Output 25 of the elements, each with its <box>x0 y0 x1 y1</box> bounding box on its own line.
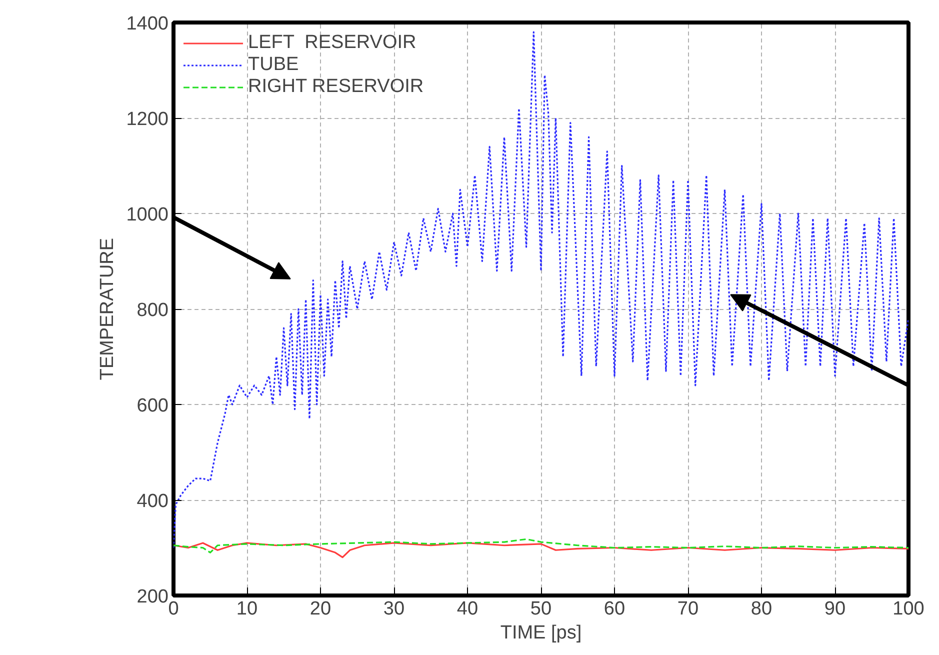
y-tick-label: 200 <box>136 586 168 608</box>
x-tick-label: 40 <box>456 598 478 620</box>
y-tick-label: 1000 <box>126 204 169 226</box>
x-tick-label: 0 <box>168 598 179 620</box>
x-tick-label: 70 <box>677 598 699 620</box>
x-tick-label: 20 <box>310 598 332 620</box>
y-tick-label: 1400 <box>126 14 169 34</box>
x-axis-title: TIME [ps] <box>500 622 582 644</box>
y-axis-title: TEMPERATURE <box>97 238 118 380</box>
legend-label: LEFT RESERVOIR <box>248 32 416 54</box>
y-tick-label: 600 <box>136 396 168 416</box>
line-series <box>174 31 908 549</box>
y-tick-label: 800 <box>136 300 168 321</box>
x-tick-label: 100 <box>892 598 924 620</box>
x-tick-label: 80 <box>750 598 772 620</box>
y-tick-label: 400 <box>136 491 168 512</box>
x-tick-label: 50 <box>530 598 552 620</box>
x-tick-label: 10 <box>236 598 258 620</box>
legend-label: RIGHT RESERVOIR <box>248 76 424 98</box>
line-series <box>174 538 908 554</box>
y-tick-label: 1200 <box>126 109 169 130</box>
x-tick-label: 90 <box>824 598 846 620</box>
legend-label: TUBE <box>248 54 299 76</box>
x-tick-label: 30 <box>383 598 405 620</box>
x-tick-label: 60 <box>604 598 626 620</box>
